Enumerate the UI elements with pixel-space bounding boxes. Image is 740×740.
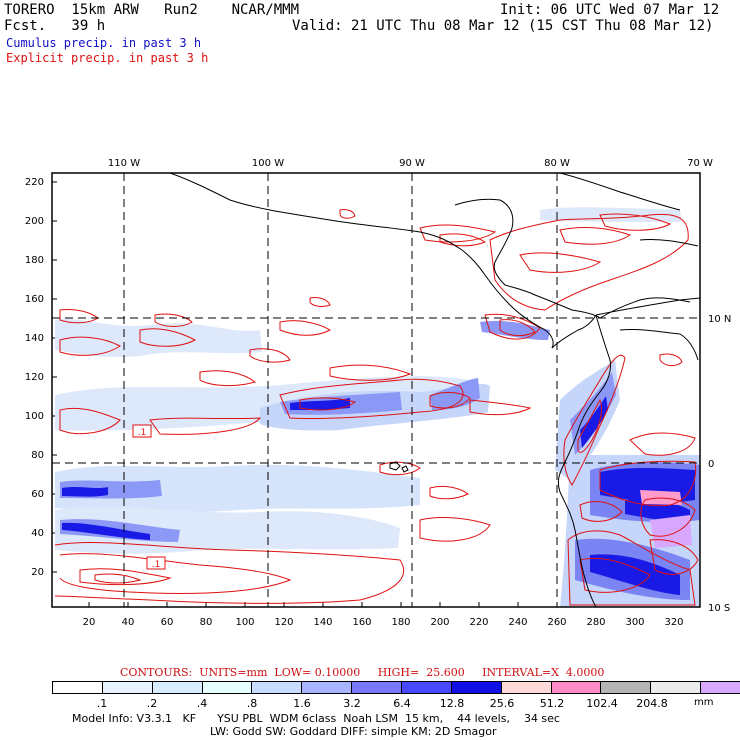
legend-tick-label: 204.8 [636,697,668,710]
y-tick: 160 [25,294,44,305]
legend-tick-label: 102.4 [586,697,618,710]
legend-swatch [302,682,353,693]
lon-label: 100 W [252,158,284,169]
legend-swatch [402,682,452,693]
legend-swatch [102,682,153,693]
coastlines [169,173,700,607]
legend-swatch [601,682,652,693]
legend-swatch [451,682,502,693]
legend-swatch [501,682,552,693]
legend-swatch [53,682,103,693]
legend-tick-label: 12.8 [439,697,465,710]
y-tick: 120 [25,372,44,383]
legend-swatch [551,682,602,693]
lat-label: 10 N [708,314,731,325]
legend-tick-label: .2 [146,697,158,710]
lon-label: 90 W [399,158,425,169]
x-tick: 280 [586,617,605,628]
legend-unit: mm [694,697,714,708]
lon-label: 80 W [544,158,570,169]
lon-label: 70 W [687,158,713,169]
legend-swatch [202,682,253,693]
legend-tick-label: 25.6 [489,697,515,710]
contour-label-2: .1 [146,556,166,570]
legend-tick-label: .4 [196,697,208,710]
x-tick: 40 [122,617,135,628]
legend-swatch [651,682,702,693]
lon-label: 110 W [108,158,140,169]
x-tick: 320 [664,617,683,628]
svg-text:.1: .1 [138,428,147,438]
y-tick: 60 [31,489,44,500]
lat-lon-graticule [52,173,700,607]
valid-time: Valid: 21 UTC Thu 08 Mar 12 (15 CST Thu … [292,18,714,34]
y-tick: 220 [25,177,44,188]
y-tick: 140 [25,333,44,344]
y-tick: 20 [31,567,44,578]
x-tick: 200 [430,617,449,628]
cumulus-precip-shading [55,207,700,607]
x-tick: 60 [161,617,174,628]
legend-tick-label: 51.2 [539,697,565,710]
x-tick: 300 [625,617,644,628]
y-tick: 180 [25,255,44,266]
legend-tick-label: 1.6 [293,697,311,710]
contour-label-1: .1 [132,424,152,438]
legend-swatch [352,682,403,693]
explicit-precip-label: Explicit precip. in past 3 h [6,51,209,65]
lat-label: 10 S [708,603,730,614]
map-frame [51,172,701,608]
x-axis-ticks: 20 40 60 80 100 120 140 160 180 200 220 … [83,617,684,628]
init-time: Init: 06 UTC Wed 07 Mar 12 [500,2,720,18]
x-tick: 160 [352,617,371,628]
y-tick: 80 [31,450,44,461]
x-tick: 120 [274,617,293,628]
svg-text:.1: .1 [152,560,161,570]
contour-info: CONTOURS: UNITS=mm LOW= 0.10000 HIGH= 25… [120,666,605,679]
legend-tick-label: 3.2 [343,697,361,710]
legend-tick-label: .1 [96,697,108,710]
y-axis-ticks: 220 200 180 160 140 120 100 80 60 40 20 [25,177,44,578]
explicit-precip-contours [54,209,699,606]
legend-tick-label: 6.4 [393,697,411,710]
x-tick: 240 [508,617,527,628]
y-tick: 100 [25,411,44,422]
legend-swatch [152,682,203,693]
color-legend [52,681,740,694]
cumulus-precip-label: Cumulus precip. in past 3 h [6,36,202,50]
forecast-hour: Fcst. 39 h [4,18,106,34]
x-tick: 20 [83,617,96,628]
x-tick: 260 [547,617,566,628]
x-tick: 220 [469,617,488,628]
x-tick: 140 [313,617,332,628]
legend-swatch [252,682,303,693]
x-tick: 80 [200,617,213,628]
x-tick: 100 [235,617,254,628]
model-info-line2: LW: Godd SW: Goddard DIFF: simple KM: 2D… [210,725,497,738]
y-tick: 40 [31,528,44,539]
legend-tick-label: .8 [246,697,258,710]
legend-swatch [701,682,740,693]
x-tick: 180 [391,617,410,628]
y-tick: 200 [25,216,44,227]
model-title: TORERO 15km ARW Run2 NCAR/MMM [4,2,300,18]
lat-label: 0 [708,459,714,470]
model-info-line1: Model Info: V3.3.1 KF YSU PBL WDM 6class… [72,712,560,725]
